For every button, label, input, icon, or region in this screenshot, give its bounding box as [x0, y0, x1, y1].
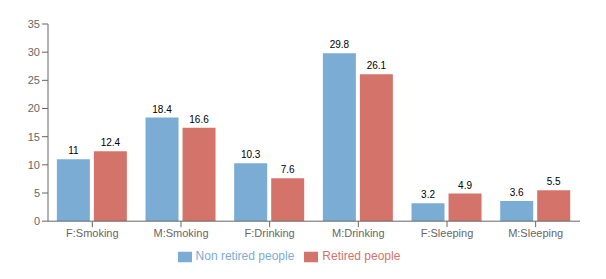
svg-text:F:Sleeping: F:Sleeping — [421, 227, 474, 239]
svg-text:35: 35 — [28, 18, 40, 30]
svg-text:15: 15 — [28, 131, 40, 143]
svg-text:16.6: 16.6 — [189, 114, 209, 125]
svg-text:12.4: 12.4 — [101, 137, 121, 148]
svg-text:F:Smoking: F:Smoking — [66, 227, 119, 239]
html-text:Non retired people: Non retired people — [195, 249, 295, 264]
svg-text:25: 25 — [28, 74, 40, 86]
svg-text:M:Sleeping: M:Sleeping — [508, 227, 563, 239]
svg-text:18.4: 18.4 — [152, 104, 172, 115]
svg-text:0: 0 — [34, 215, 40, 227]
svg-text:M:Smoking: M:Smoking — [153, 227, 208, 239]
svg-text:26.1: 26.1 — [367, 60, 387, 71]
svg-text:20: 20 — [28, 102, 40, 114]
svg-text:3.6: 3.6 — [510, 187, 524, 198]
svg-text:F:Drinking: F:Drinking — [245, 227, 295, 239]
svg-text:7.6: 7.6 — [281, 164, 295, 175]
svg-text:30: 30 — [28, 46, 40, 58]
svg-text:10: 10 — [28, 159, 40, 171]
svg-text:5: 5 — [34, 187, 40, 199]
svg-text:10.3: 10.3 — [241, 149, 261, 160]
svg-text:M:Drinking: M:Drinking — [332, 227, 385, 239]
svg-text:29.8: 29.8 — [330, 39, 350, 50]
svg-text:4.9: 4.9 — [458, 180, 472, 191]
svg-text:3.2: 3.2 — [421, 189, 435, 200]
svg-text:5.5: 5.5 — [547, 176, 561, 187]
svg-text:11: 11 — [68, 145, 79, 156]
html-text:Retired people: Retired people — [322, 249, 401, 264]
